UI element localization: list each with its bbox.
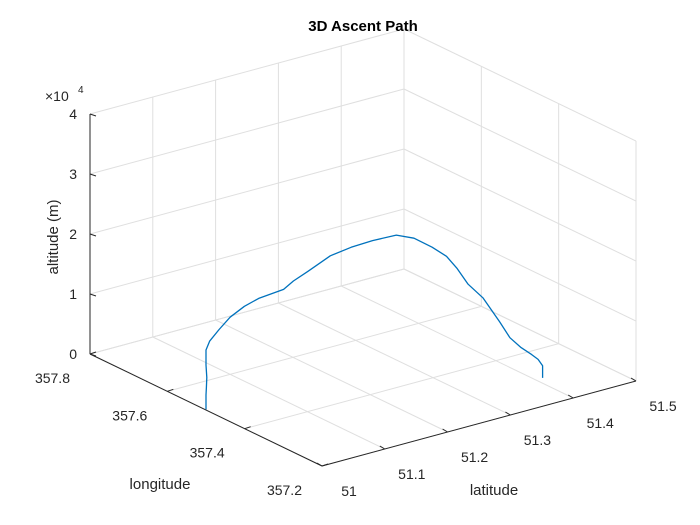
back-wall-gridline-z (89, 208, 405, 295)
side-wall-gridline-z (403, 28, 637, 142)
x-tick-label: 51.1 (398, 466, 425, 482)
x-tick-mark (442, 428, 448, 433)
z-exponent-base: ×10 (45, 88, 69, 104)
z-exponent-label: ×10 4 (45, 85, 84, 104)
side-wall-gridline-z (403, 88, 637, 202)
z-tick-label: 3 (69, 166, 77, 182)
z-axis-label: altitude (m) (45, 199, 62, 274)
back-wall-gridline-z (89, 88, 405, 175)
chart-title: 3D Ascent Path (308, 18, 417, 35)
ascent-path-line (205, 234, 544, 410)
z-tick-mark (89, 353, 97, 357)
y-axis-label: longitude (130, 476, 191, 493)
x-tick-label: 51.4 (587, 415, 614, 431)
x-tick-label: 51.2 (461, 449, 488, 465)
x-axis-label: latitude (470, 482, 518, 499)
z-tick-mark (89, 113, 97, 117)
z-tick-mark (89, 293, 97, 297)
back-wall-gridline-z (89, 268, 405, 355)
side-wall-gridline-z (403, 268, 637, 382)
floor-gridline-x (152, 336, 386, 450)
z-exponent-power: 4 (78, 85, 84, 96)
z-tick-label: 1 (69, 286, 77, 302)
x-tick-mark (379, 445, 386, 450)
floor-gridline-y (167, 305, 482, 392)
z-tick-label: 2 (69, 226, 77, 242)
z-tick-mark (89, 233, 97, 237)
side-wall-gridline-z (403, 148, 637, 262)
y-tick-mark (167, 388, 174, 392)
x-tick-label: 51 (341, 483, 357, 499)
floor-gridline-x (215, 319, 448, 433)
y-tick-mark (89, 351, 97, 355)
x-tick-label: 51.3 (524, 432, 551, 448)
x-tick-mark (630, 377, 637, 382)
z-tick-mark (89, 173, 97, 177)
plot-area (205, 234, 544, 410)
floor-gridline-y (244, 343, 559, 430)
axes (89, 113, 637, 467)
z-tick-label: 0 (69, 346, 77, 362)
side-wall-gridline-z (403, 208, 637, 322)
x-axis-line (321, 380, 637, 467)
floor-gridline-x (340, 285, 574, 399)
grid (89, 28, 637, 467)
y-tick-label: 357.6 (112, 407, 147, 423)
y-tick-label: 357.2 (267, 482, 302, 498)
tick-labels: 51 51.1 51.2 51.3 51.4 51.5 357.2 357.4 357.6 357… (35, 106, 677, 499)
y-tick-label: 357.4 (190, 445, 225, 461)
back-wall-gridline-z (89, 148, 405, 235)
y-tick-label: 357.8 (35, 370, 70, 386)
y-tick-mark (321, 463, 329, 467)
x-tick-mark (316, 462, 323, 467)
x-tick-mark (567, 394, 574, 399)
y-axis-line (89, 353, 323, 467)
x-tick-mark (505, 411, 511, 416)
back-wall-gridline-z (89, 28, 405, 115)
z-tick-label: 4 (69, 106, 77, 122)
x-tick-label: 51.5 (649, 398, 676, 414)
floor-gridline-x (278, 302, 511, 416)
y-tick-mark (244, 426, 251, 430)
